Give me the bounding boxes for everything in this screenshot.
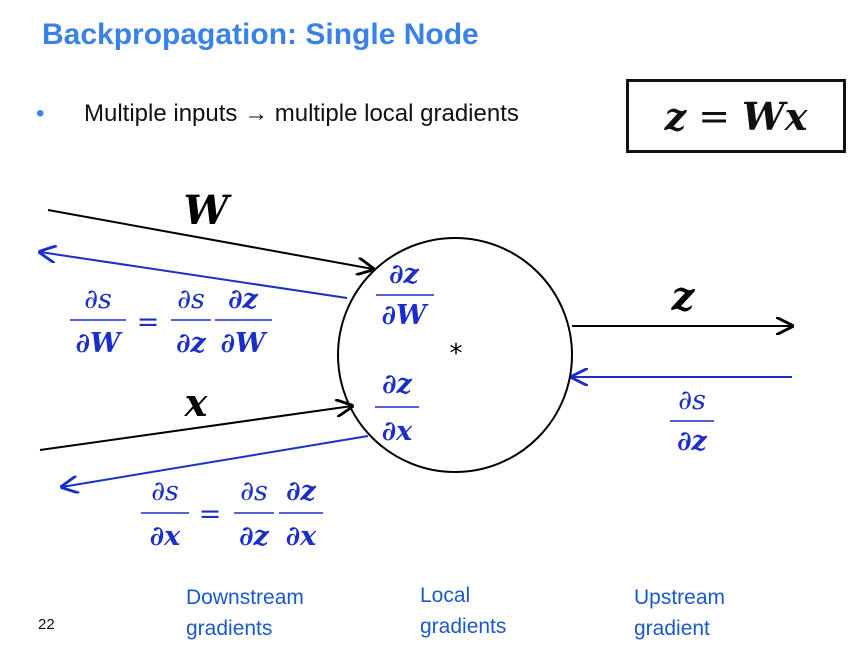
- caption-downstream-line1: Downstream: [186, 586, 304, 609]
- caption-upstream-gradient: Upstream gradient: [634, 582, 725, 644]
- output-label-z: z: [671, 273, 696, 320]
- node-operator: *: [450, 339, 463, 369]
- forward-edge-x: [39, 406, 352, 451]
- downstream-W-f2-num: ∂z: [228, 284, 258, 315]
- equation-lhs: z: [664, 93, 687, 139]
- bullet-point: • Multiple inputs → multiple local gradie…: [36, 100, 519, 128]
- backward-edge-x: [62, 435, 369, 487]
- downstream-W-f1-num: ∂s: [177, 284, 205, 315]
- local-grad-x-num: ∂z: [382, 369, 412, 400]
- downstream-W-f2-den: ∂W: [221, 328, 268, 359]
- caption-local-gradients: Local gradients: [420, 580, 506, 642]
- equation-equals: =: [698, 94, 731, 138]
- downstream-x-lhs-num: ∂s: [151, 476, 179, 507]
- downstream-x-f1-num: ∂s: [240, 476, 268, 507]
- backward-edge-W: [40, 252, 348, 299]
- downstream-W-lhs-num: ∂s: [84, 284, 112, 315]
- equation-rhs: Wx: [742, 93, 808, 139]
- caption-upstream-line1: Upstream: [634, 586, 726, 609]
- caption-downstream-gradients: Downstream gradients: [186, 582, 304, 644]
- page-number: 22: [38, 616, 55, 633]
- local-grad-W-num: ∂z: [389, 259, 419, 290]
- caption-local-line1: Local: [420, 584, 471, 607]
- downstream-x-f1-den: ∂z: [239, 521, 269, 552]
- input-label-x: x: [184, 380, 209, 425]
- downstream-W-equals: =: [137, 307, 160, 338]
- upstream-grad-num: ∂s: [678, 385, 706, 416]
- caption-downstream-line2: gradients: [186, 617, 273, 640]
- local-grad-x-den: ∂x: [382, 416, 413, 447]
- downstream-x-f2-den: ∂x: [286, 521, 317, 552]
- downstream-x-f2-num: ∂z: [286, 476, 316, 507]
- downstream-x-lhs-den: ∂x: [150, 521, 181, 552]
- equation-box: z = Wx: [626, 79, 846, 153]
- input-label-W: W: [184, 187, 233, 234]
- downstream-x-equals: =: [199, 499, 222, 530]
- bullet-text: Multiple inputs → multiple local gradien…: [84, 100, 519, 127]
- slide-title: Backpropagation: Single Node: [42, 18, 479, 51]
- compute-node: [337, 237, 573, 473]
- downstream-W-lhs-den: ∂W: [76, 328, 123, 359]
- caption-upstream-line2: gradient: [634, 617, 710, 640]
- forward-edge-W: [47, 209, 373, 269]
- bullet-marker: •: [36, 100, 45, 127]
- local-grad-W-den: ∂W: [382, 300, 429, 331]
- downstream-W-f1-den: ∂z: [176, 328, 206, 359]
- caption-local-line2: gradients: [420, 615, 507, 638]
- upstream-grad-den: ∂z: [677, 426, 707, 457]
